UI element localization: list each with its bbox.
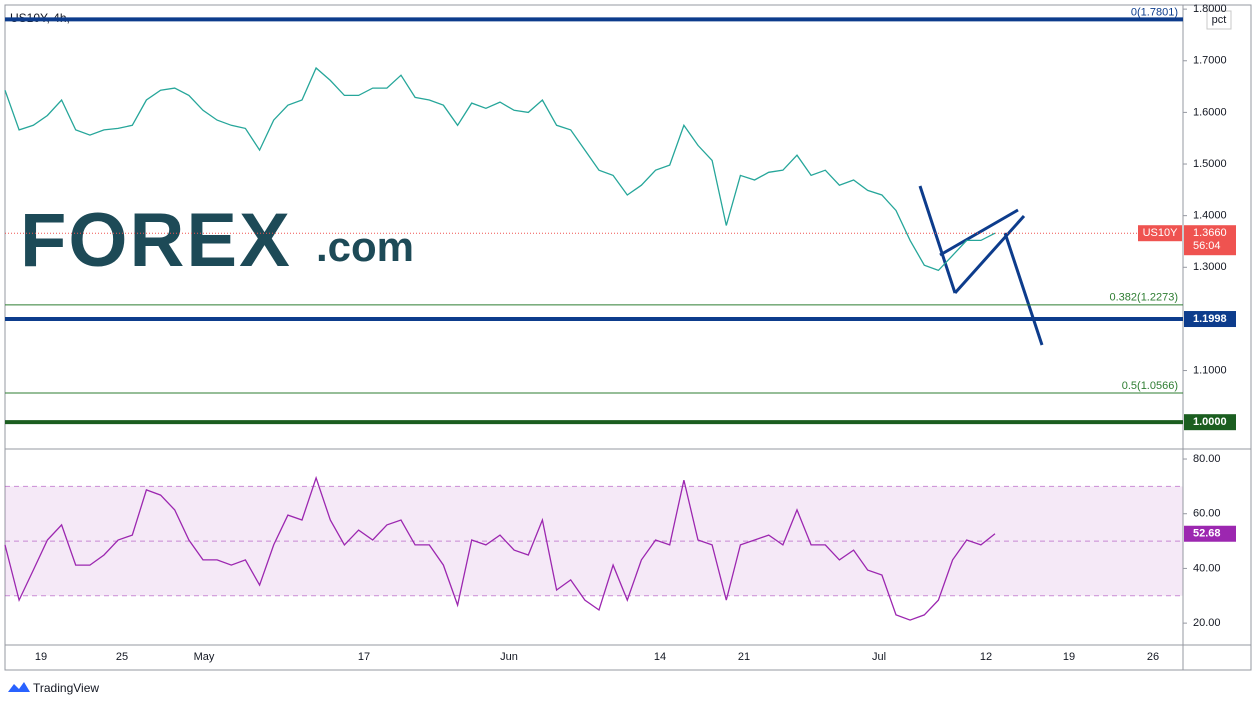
- price-line: [4, 66, 996, 272]
- x-tick-label: 14: [654, 651, 666, 663]
- fib-label: 0(1.7801): [1131, 6, 1178, 18]
- y-tick-label: 80.00: [1193, 453, 1221, 465]
- x-tick-label: 26: [1147, 651, 1159, 663]
- frame: [4, 4, 1252, 671]
- y-tick-label: 1.4000: [1193, 210, 1227, 222]
- axis-label: 1.0000: [1193, 416, 1227, 428]
- y-tick-label: 40.00: [1193, 562, 1221, 574]
- last-price-label: 1.3660: [1193, 227, 1227, 239]
- last-value-box: [1184, 525, 1236, 542]
- price-line: [4, 475, 996, 621]
- logo: FOREX: [20, 198, 292, 283]
- x-tick-label: 12: [980, 651, 992, 663]
- pattern-drawing: [918, 185, 1044, 346]
- x-tick-label: Jun: [500, 651, 518, 663]
- y-tick-label: 20.00: [1193, 617, 1221, 629]
- logo-suffix: .com: [316, 223, 414, 270]
- countdown: 56:04: [1193, 240, 1221, 252]
- y-tick-label: 1.7000: [1193, 55, 1227, 67]
- x-tick-label: 19: [35, 651, 47, 663]
- symbol-label: US10Y: [1143, 227, 1179, 239]
- tv-icon: [8, 682, 30, 692]
- symbol-box: [1138, 225, 1182, 242]
- y-tick-label: 60.00: [1193, 508, 1221, 520]
- fib-label: 0.382(1.2273): [1110, 292, 1179, 304]
- fib-label: 0.5(1.0566): [1122, 380, 1178, 392]
- x-tick-label: 25: [116, 651, 128, 663]
- unit-button[interactable]: [1206, 10, 1232, 30]
- x-tick-label: 17: [358, 651, 370, 663]
- y-tick-label: 1.8000: [1193, 3, 1227, 15]
- y-tick-label: 1.3000: [1193, 261, 1227, 273]
- x-tick-label: 21: [738, 651, 750, 663]
- footer: TradingView: [33, 681, 99, 695]
- y-tick-label: 1.1000: [1193, 364, 1227, 376]
- y-tick-label: 1.5000: [1193, 158, 1227, 170]
- unit-button-label[interactable]: pct: [1212, 14, 1227, 26]
- last-value-label: 52.68: [1193, 528, 1221, 540]
- x-tick-label: May: [194, 651, 215, 663]
- x-tick-label: 19: [1063, 651, 1075, 663]
- axis-label-box: [1184, 311, 1236, 328]
- y-tick-label: 1.6000: [1193, 106, 1227, 118]
- last-price-box: [1184, 225, 1236, 256]
- axis-label-box: [1184, 414, 1236, 431]
- axis-label: 1.1998: [1193, 313, 1227, 325]
- x-tick-label: Jul: [872, 651, 886, 663]
